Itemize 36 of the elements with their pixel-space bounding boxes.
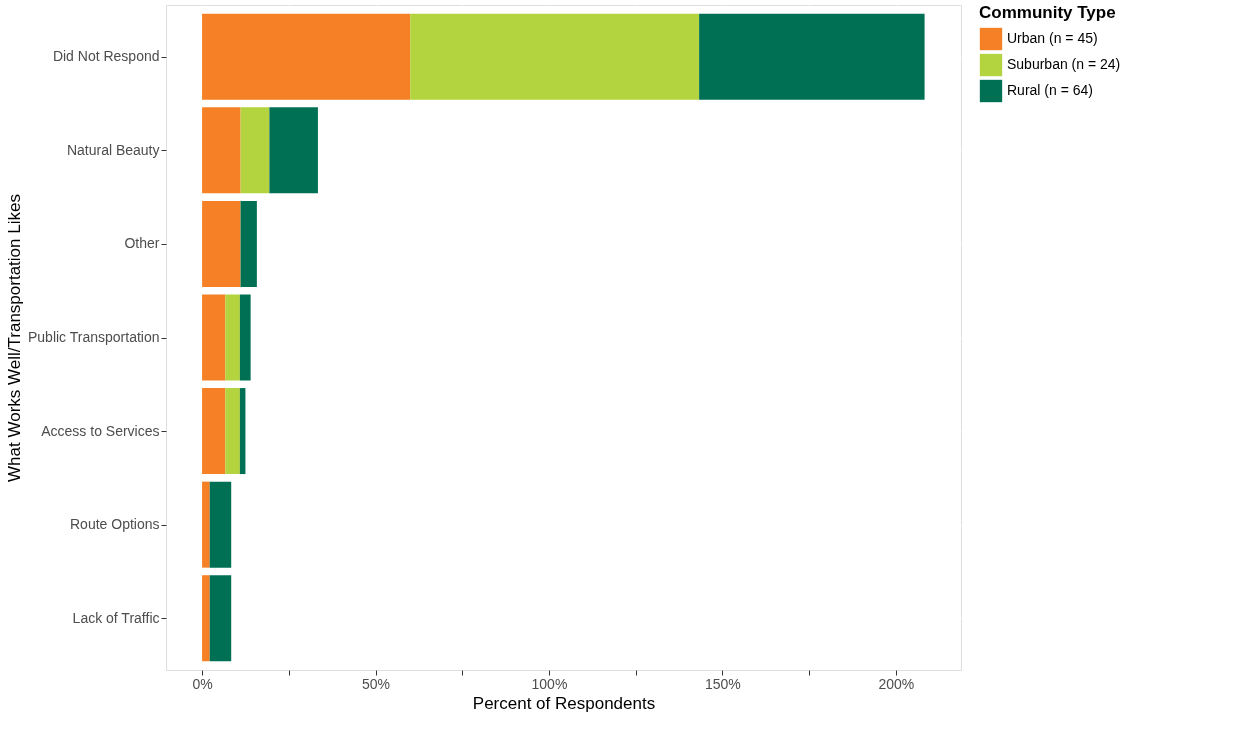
y-tick-label: Other	[124, 235, 160, 252]
x-tick-label: 100%	[531, 675, 568, 692]
bar	[209, 575, 232, 662]
bar	[269, 107, 318, 194]
bar	[202, 107, 241, 194]
y-tick-label: Route Options	[70, 516, 160, 533]
bar	[202, 13, 411, 100]
legend-label: Rural (n = 64)	[1007, 82, 1093, 98]
y-tick-label: Natural Beauty	[66, 141, 160, 158]
x-tick-label: 0%	[192, 675, 213, 692]
y-tick-label: Access to Services	[41, 422, 160, 439]
bar	[240, 107, 270, 194]
bar	[239, 388, 246, 475]
bar	[202, 575, 210, 662]
bar	[202, 200, 241, 287]
legend-title: Community Type	[979, 3, 1116, 22]
y-tick-label: Public Transportation	[27, 329, 160, 345]
bar	[240, 200, 257, 287]
x-axis-title: Percent of Respondents	[472, 693, 656, 713]
bar	[202, 481, 210, 568]
bar	[410, 13, 700, 100]
legend-label: Suburban (n = 24)	[1007, 56, 1121, 72]
legend-label: Urban (n = 45)	[1007, 30, 1098, 46]
bar	[699, 13, 925, 100]
bar	[225, 294, 240, 381]
bar	[209, 481, 232, 568]
y-tick-label: Lack of Traffic	[72, 609, 160, 626]
bar	[202, 294, 226, 381]
bar	[225, 388, 240, 475]
y-tick-label: Did Not Respond	[52, 48, 160, 65]
x-tick-label: 200%	[878, 675, 915, 692]
x-tick-label: 150%	[704, 675, 741, 692]
bar	[202, 388, 226, 475]
y-axis-title: What Works Well/Transportation Likes	[4, 194, 24, 482]
x-tick-label: 50%	[361, 675, 391, 692]
bar	[239, 294, 251, 381]
